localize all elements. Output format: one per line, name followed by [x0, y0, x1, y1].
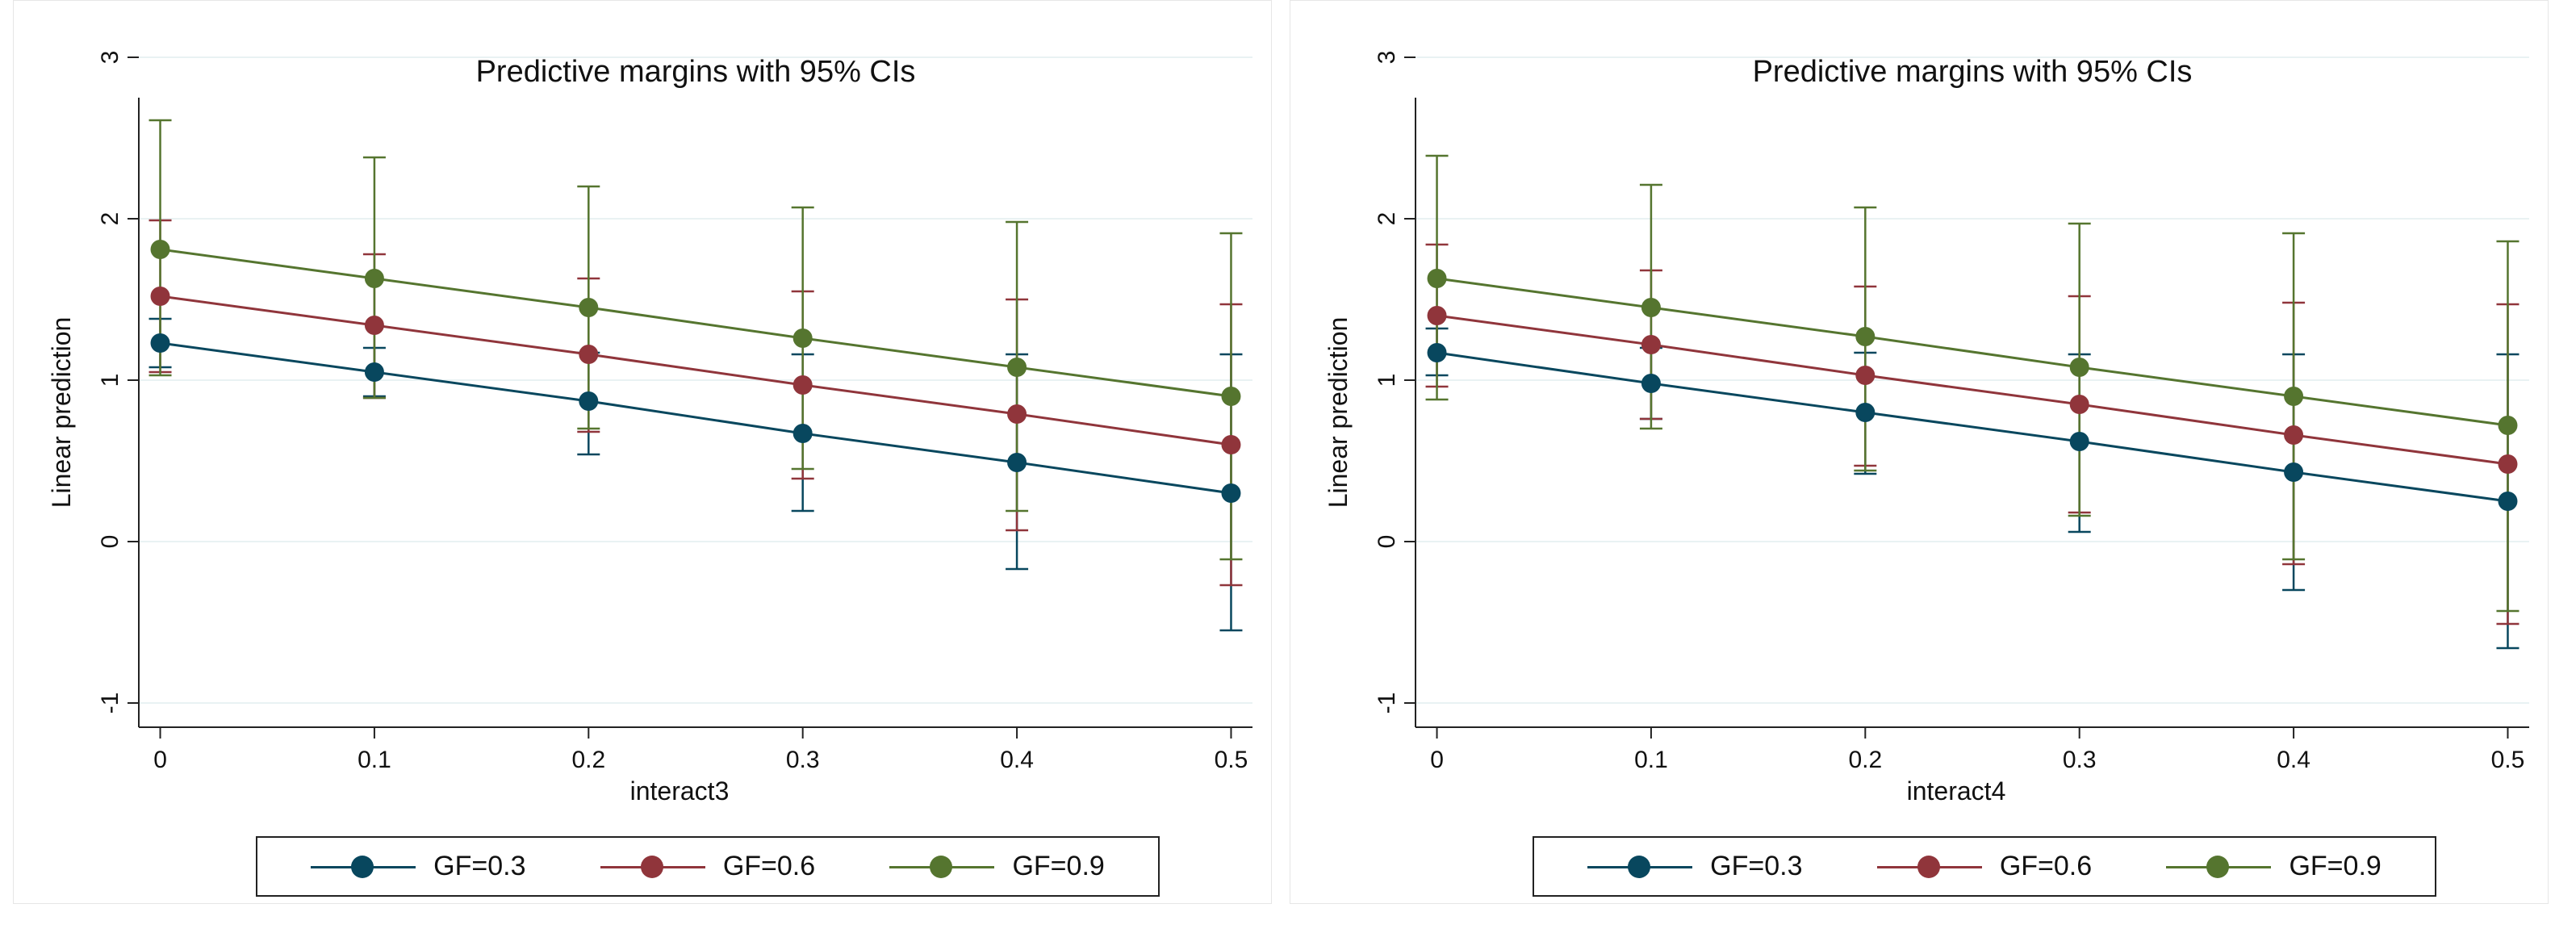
data-point: [2498, 454, 2518, 474]
legend-right: GF=0.3 GF=0.6 GF=0.9: [1533, 836, 2436, 897]
data-point: [792, 424, 813, 443]
data-point: [2498, 492, 2518, 511]
data-point: [1007, 404, 1027, 424]
y-tick-label: -1: [1374, 693, 1400, 714]
x-tick-label: 0: [153, 747, 167, 773]
x-tick-label: 0: [1430, 747, 1444, 773]
data-point: [1221, 435, 1241, 454]
chart-left: Predictive margins with 95% CIs 3 2 1 0 -1 0 0.…: [47, 51, 1252, 806]
y-tick-label: 0: [1374, 535, 1400, 549]
x-tick-label: 0.3: [2063, 747, 2097, 773]
data-point: [1427, 306, 1447, 325]
y-axis-label: Linear prediction: [47, 317, 76, 508]
data-point: [2284, 425, 2304, 445]
series-line: [160, 248, 1232, 398]
data-point: [792, 375, 813, 395]
x-tick-label: 0.1: [358, 747, 391, 773]
legend-item-gf03: GF=0.3: [1587, 851, 1803, 882]
data-point: [792, 328, 813, 348]
data-point: [1855, 403, 1876, 422]
data-point: [579, 345, 599, 364]
data-point: [2498, 416, 2518, 435]
data-point: [364, 269, 384, 288]
legend-swatch-gf09: [2166, 855, 2272, 879]
data-point: [150, 287, 170, 306]
legend-item-gf06: GF=0.6: [600, 851, 815, 882]
data-point: [1007, 453, 1027, 472]
legend-item-gf06: GF=0.6: [1876, 851, 2093, 882]
y-tick-label: 0: [97, 535, 123, 549]
data-point: [2069, 395, 2089, 414]
data-point: [150, 333, 170, 353]
data-point: [2069, 358, 2089, 377]
series-line: [160, 295, 1232, 446]
data-point: [364, 316, 384, 335]
y-tick-label: 3: [97, 51, 123, 65]
legend-swatch-gf09: [889, 855, 995, 879]
legend-swatch-gf06: [1876, 855, 1982, 879]
legend-swatch-gf03: [311, 855, 416, 879]
data-point: [1427, 343, 1447, 362]
data-point: [579, 298, 599, 317]
data-point: [1007, 358, 1027, 377]
data-point: [1641, 335, 1661, 354]
x-tick-label: 0.1: [1634, 747, 1668, 773]
y-tick-label: 2: [97, 212, 123, 226]
x-tick-label: 0.2: [1848, 747, 1882, 773]
data-point: [2069, 432, 2089, 451]
data-point: [1221, 483, 1241, 503]
data-point: [579, 391, 599, 411]
data-point: [1427, 269, 1447, 288]
x-axis-label: interact3: [630, 776, 730, 806]
data-point: [364, 362, 384, 382]
x-tick-label: 0.2: [571, 747, 605, 773]
legend-label-gf09: GF=0.9: [2289, 851, 2382, 881]
data-point: [2284, 387, 2304, 406]
legend-label-gf06: GF=0.6: [1999, 851, 2093, 881]
series-line: [1436, 314, 2508, 466]
legend-swatch-gf06: [600, 855, 705, 879]
x-tick-label: 0.4: [1000, 747, 1034, 773]
y-tick-label: 2: [1374, 212, 1400, 226]
legend-item-gf09: GF=0.9: [2166, 851, 2382, 882]
data-point: [1855, 327, 1876, 346]
legend-item-gf09: GF=0.9: [889, 851, 1105, 882]
data-point: [1855, 366, 1876, 385]
x-tick-label: 0.5: [2491, 747, 2525, 773]
data-point: [1641, 298, 1661, 317]
series-line: [1436, 351, 2508, 503]
y-tick-label: 1: [1374, 374, 1400, 387]
x-tick-label: 0.3: [786, 747, 820, 773]
legend-label-gf09: GF=0.9: [1012, 851, 1105, 881]
chart-panel-right: Predictive margins with 95% CIs 3 2 1 0 -1 0 0.…: [1290, 0, 2549, 904]
data-point: [2284, 462, 2304, 482]
series-line: [1436, 277, 2508, 427]
data-point: [1641, 374, 1661, 393]
y-tick-label: 3: [1374, 51, 1400, 65]
x-tick-label: 0.5: [1215, 747, 1248, 773]
data-point: [150, 240, 170, 259]
legend-label-gf06: GF=0.6: [722, 851, 816, 881]
chart-right: Predictive margins with 95% CIs 3 2 1 0 -1 0 0.…: [1324, 51, 2529, 806]
legend-label-gf03: GF=0.3: [1710, 851, 1803, 881]
chart-panel-left: Predictive margins with 95% CIs 3 2 1 0 -1 0 0.…: [13, 0, 1272, 904]
x-tick-label: 0.4: [2277, 747, 2310, 773]
data-point: [1221, 387, 1241, 406]
y-tick-label: -1: [97, 693, 123, 714]
legend-left: GF=0.3 GF=0.6 GF=0.9: [256, 836, 1160, 897]
legend-item-gf03: GF=0.3: [311, 851, 526, 882]
chart-title: Predictive margins with 95% CIs: [476, 55, 916, 89]
series-line: [160, 341, 1232, 495]
legend-swatch-gf03: [1587, 855, 1693, 879]
legend-label-gf03: GF=0.3: [433, 851, 526, 881]
chart-title: Predictive margins with 95% CIs: [1753, 55, 2193, 89]
y-tick-label: 1: [97, 374, 123, 387]
y-axis-label: Linear prediction: [1324, 317, 1353, 508]
x-axis-label: interact4: [1907, 776, 2006, 806]
